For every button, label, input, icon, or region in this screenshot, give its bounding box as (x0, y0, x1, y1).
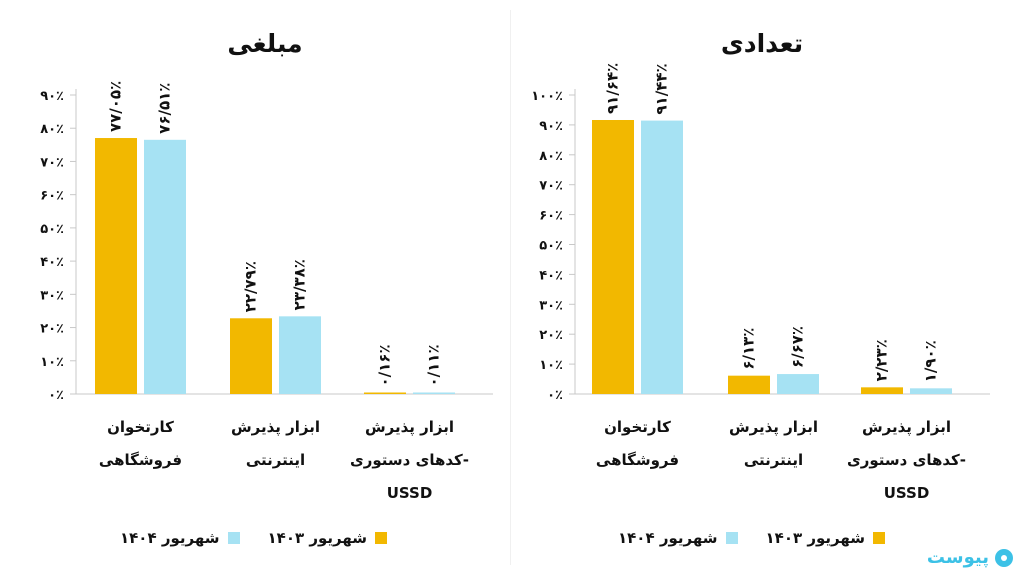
y-tick-label: ۷۰٪ (40, 155, 64, 170)
category-label: USSD (387, 484, 433, 502)
category-label: اینترنتی (246, 451, 305, 469)
amount-chart: مبلغی ۰٪ ۱۰٪ ۲۰٪ ۳۰٪ ۴۰٪ ۵۰٪ ۶۰٪ ۷۰٪ ۸۰٪ ۹۰٪ ۷۷/۰۵٪… (40, 29, 493, 502)
bar (364, 392, 406, 394)
legend-swatch-1403 (873, 532, 886, 544)
y-tick-label: ۱۰٪ (539, 358, 563, 373)
y-tick-label: ۶۰٪ (539, 209, 563, 224)
bar (144, 139, 186, 394)
y-tick-label: ۹۰٪ (40, 89, 64, 104)
category-label: ابزار پذیرش (231, 418, 320, 437)
y-tick-label: ۵۰٪ (539, 239, 563, 254)
y-tick-label: ۷۰٪ (539, 179, 563, 194)
data-label: ۲/۲۳٪ (873, 339, 891, 381)
bar (413, 392, 455, 394)
bar (910, 388, 952, 394)
bar (641, 120, 683, 395)
category-label: ابزار پذیرش (729, 418, 818, 437)
data-label: ۷۷/۰۵٪ (107, 81, 125, 132)
legend-label-1404: شهریور ۱۴۰۴ (618, 529, 718, 547)
y-tick-label: ۰٪ (48, 388, 64, 403)
count-chart-panel: تعدادی ۰٪ ۱۰٪ ۲۰٪ ۳۰٪ ۴۰٪ ۵۰٪ ۶۰٪ ۷۰٪ ۸۰٪ ۹۰٪ ۱۰۰٪ ۹… (520, 0, 1017, 572)
y-tick-label: ۱۰٪ (40, 355, 64, 370)
amount-legend: شهریور ۱۴۰۳ شهریور ۱۴۰۴ (120, 526, 388, 550)
legend-label-1404: شهریور ۱۴۰۴ (120, 529, 220, 547)
data-label: ۱/۹۰٪ (922, 340, 940, 382)
bar (279, 316, 321, 394)
category-label: ابزار پذیرش (365, 418, 454, 437)
category-label: ابزار پذیرش (862, 418, 951, 437)
y-tick-label: ۳۰٪ (40, 288, 64, 303)
panel-divider (510, 10, 511, 565)
legend-item-1403: شهریور ۱۴۰۳ (268, 529, 388, 547)
data-label: ۹۱/۶۴٪ (604, 63, 622, 114)
amount-chart-panel: مبلغی ۰٪ ۱۰٪ ۲۰٪ ۳۰٪ ۴۰٪ ۵۰٪ ۶۰٪ ۷۰٪ ۸۰٪ ۹۰٪ ۷۷/۰۵٪… (8, 0, 505, 572)
category-label: USSD (884, 484, 930, 502)
data-label: ۶/۱۳٪ (740, 328, 758, 370)
y-tick-label: ۲۰٪ (539, 328, 563, 343)
y-tick-label: ۲۰٪ (40, 322, 64, 337)
count-chart: تعدادی ۰٪ ۱۰٪ ۲۰٪ ۳۰٪ ۴۰٪ ۵۰٪ ۶۰٪ ۷۰٪ ۸۰٪ ۹۰٪ ۱۰۰٪ ۹… (531, 29, 990, 502)
category-label: فروشگاهی (99, 451, 182, 469)
legend-label-1403: شهریور ۱۴۰۳ (765, 529, 866, 547)
legend-item-1404: شهریور ۱۴۰۴ (618, 529, 738, 547)
category-label: کارتخوان (107, 418, 174, 436)
bar (777, 374, 819, 394)
bar (861, 387, 903, 394)
data-label: ۷۶/۵۱٪ (156, 83, 174, 134)
bar (592, 119, 634, 394)
brand-circle-icon (995, 548, 1013, 567)
y-tick-label: ۸۰٪ (539, 149, 563, 164)
data-label: ۲۳/۳۸٪ (291, 259, 309, 310)
y-tick-label: ۳۰٪ (539, 298, 563, 313)
y-tick-label: ۸۰٪ (40, 122, 64, 137)
brand-name: پیوست (926, 547, 989, 568)
bar (95, 138, 137, 394)
chart-title: تعدادی (721, 29, 803, 58)
legend-swatch-1404 (725, 532, 738, 544)
data-label: ۰/۱۱٪ (425, 344, 443, 386)
category-label: اینترنتی (744, 451, 803, 469)
data-label: ۲۲/۷۹٪ (242, 261, 260, 312)
bar (230, 318, 272, 394)
legend-label-1403: شهریور ۱۴۰۳ (267, 529, 368, 547)
bar (728, 375, 770, 394)
y-tick-label: ۰٪ (547, 388, 563, 403)
data-label: ۰/۱۶٪ (376, 344, 394, 386)
y-tick-label: ۴۰٪ (40, 255, 64, 270)
legend-swatch-1404 (227, 532, 240, 544)
legend-swatch-1403 (375, 532, 388, 544)
category-label: فروشگاهی (596, 451, 679, 469)
chart-title: مبلغی (227, 29, 302, 58)
brand-logo: پیوست (927, 547, 1013, 568)
count-legend: شهریور ۱۴۰۳ شهریور ۱۴۰۴ (618, 526, 886, 550)
category-label: کارتخوان (604, 418, 671, 436)
y-tick-label: ۱۰۰٪ (531, 89, 563, 104)
y-tick-label: ۴۰٪ (539, 268, 563, 283)
data-label: ۶/۶۷٪ (789, 326, 807, 368)
data-label: ۹۱/۴۴٪ (653, 63, 671, 114)
y-tick-label: ۹۰٪ (539, 119, 563, 134)
legend-item-1404: شهریور ۱۴۰۴ (120, 529, 240, 547)
legend-item-1403: شهریور ۱۴۰۳ (766, 529, 886, 547)
category-label: کدهای دستوری- (350, 451, 469, 469)
y-tick-label: ۶۰٪ (40, 189, 64, 204)
category-label: کدهای دستوری- (847, 451, 966, 469)
y-tick-label: ۵۰٪ (40, 222, 64, 237)
